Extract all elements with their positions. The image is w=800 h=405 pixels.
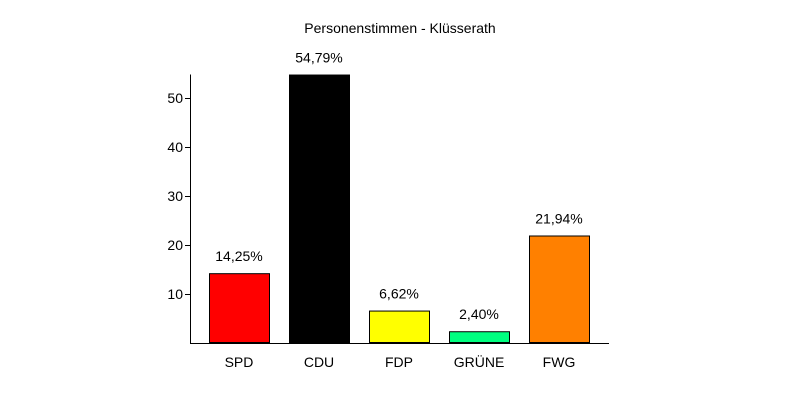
y-tick-label-50: 50 [167,90,183,106]
value-label-gr-ne: 2,40% [459,306,499,322]
bar-fwg [529,235,590,343]
x-tick-label-cdu: CDU [304,354,334,370]
chart-title: Personenstimmen - Klüsserath [304,20,495,36]
bar-fdp [369,310,430,344]
y-tick-label-30: 30 [167,188,183,204]
y-tick-label-20: 20 [167,237,183,253]
bar-cdu [289,74,350,344]
x-tick-label-spd: SPD [225,354,254,370]
value-label-spd: 14,25% [215,248,262,264]
y-tick-label-10: 10 [167,286,183,302]
bar-gr-ne [449,331,510,343]
y-tick-label-40: 40 [167,139,183,155]
value-label-fdp: 6,62% [379,286,419,302]
x-tick-label-fdp: FDP [385,354,413,370]
value-label-cdu: 54,79% [295,50,342,66]
value-label-fwg: 21,94% [535,210,582,226]
x-tick-label-gr-ne: GRÜNE [454,353,505,370]
bar-spd [209,273,270,343]
x-tick-label-fwg: FWG [543,354,576,370]
